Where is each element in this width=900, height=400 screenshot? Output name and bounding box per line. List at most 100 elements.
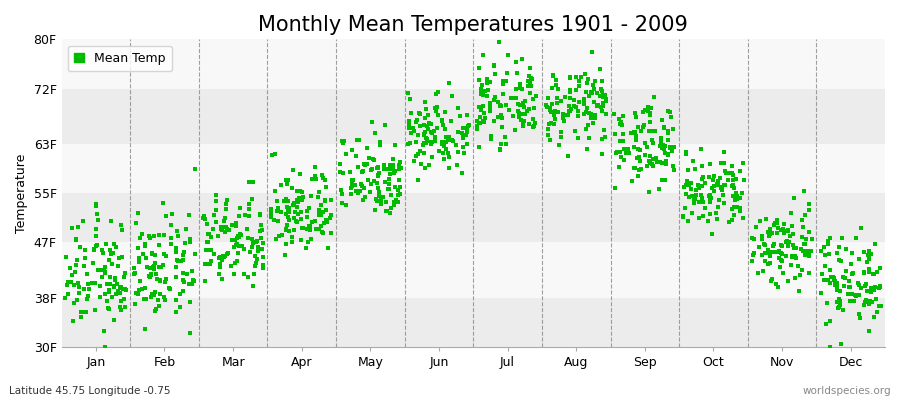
Point (796, 188, 811, 194)
Point (221, 227, 236, 233)
Point (142, 235, 157, 241)
Bar (61, 39, 885, 88)
Point (564, 106, 579, 112)
Point (320, 244, 335, 251)
Point (733, 195, 747, 202)
Point (770, 225, 785, 231)
Point (388, 168, 402, 174)
Point (710, 181, 724, 187)
Point (704, 195, 718, 201)
Point (588, 111, 602, 118)
Point (217, 224, 231, 230)
Point (612, 164, 626, 170)
Point (66, 318, 80, 324)
Point (173, 291, 187, 297)
Point (824, 274, 838, 280)
Point (97, 328, 112, 334)
Point (109, 244, 123, 250)
Point (291, 199, 305, 205)
Point (204, 233, 219, 240)
Point (692, 198, 706, 205)
Point (387, 202, 401, 208)
Point (516, 121, 530, 128)
Point (763, 278, 778, 284)
Point (360, 145, 374, 152)
Point (425, 130, 439, 136)
Point (418, 165, 432, 171)
Point (760, 260, 775, 267)
Point (212, 254, 227, 260)
Point (255, 245, 269, 252)
Point (318, 197, 332, 203)
Point (436, 156, 451, 162)
Point (482, 100, 497, 106)
Point (231, 233, 246, 239)
Point (230, 241, 245, 247)
Point (644, 137, 659, 143)
Point (614, 153, 628, 160)
Point (391, 199, 405, 205)
Point (549, 95, 563, 102)
Point (198, 216, 212, 222)
Point (335, 200, 349, 206)
Point (694, 146, 708, 152)
Point (67, 282, 81, 288)
Point (79, 296, 94, 302)
Point (401, 140, 416, 147)
Point (242, 179, 256, 186)
Point (114, 298, 129, 304)
Point (504, 95, 518, 102)
Point (171, 233, 185, 239)
Point (689, 192, 704, 198)
Point (280, 181, 294, 187)
Point (202, 247, 216, 254)
Point (763, 226, 778, 232)
Point (308, 173, 322, 180)
Point (788, 245, 803, 251)
Point (455, 135, 470, 142)
Point (861, 269, 876, 275)
Point (287, 215, 302, 221)
Point (474, 85, 489, 92)
Point (370, 198, 384, 204)
Point (410, 118, 424, 125)
Point (148, 252, 162, 259)
Point (688, 196, 702, 202)
Point (332, 169, 347, 175)
Point (562, 95, 577, 101)
Point (432, 148, 446, 154)
Point (429, 125, 444, 132)
Point (624, 130, 638, 136)
Point (183, 330, 197, 336)
Point (130, 210, 145, 216)
Point (127, 265, 141, 271)
Point (847, 298, 861, 304)
Point (830, 280, 844, 286)
Point (164, 241, 178, 247)
Point (636, 109, 651, 115)
Point (780, 278, 795, 285)
Point (546, 73, 561, 79)
Point (633, 146, 647, 153)
Point (401, 118, 416, 124)
Point (680, 167, 695, 174)
Point (761, 249, 776, 255)
Point (802, 207, 816, 214)
Point (758, 242, 772, 248)
Point (831, 305, 845, 312)
Point (293, 208, 308, 215)
Point (487, 97, 501, 103)
Point (242, 200, 256, 207)
Y-axis label: Temperature: Temperature (15, 154, 28, 233)
Point (304, 192, 319, 199)
Point (491, 38, 506, 45)
Point (253, 228, 267, 235)
Point (785, 254, 799, 260)
Point (117, 274, 131, 280)
Point (64, 272, 78, 279)
Point (209, 192, 223, 198)
Point (765, 276, 779, 282)
Point (493, 141, 508, 147)
Point (512, 113, 526, 120)
Point (245, 244, 259, 250)
